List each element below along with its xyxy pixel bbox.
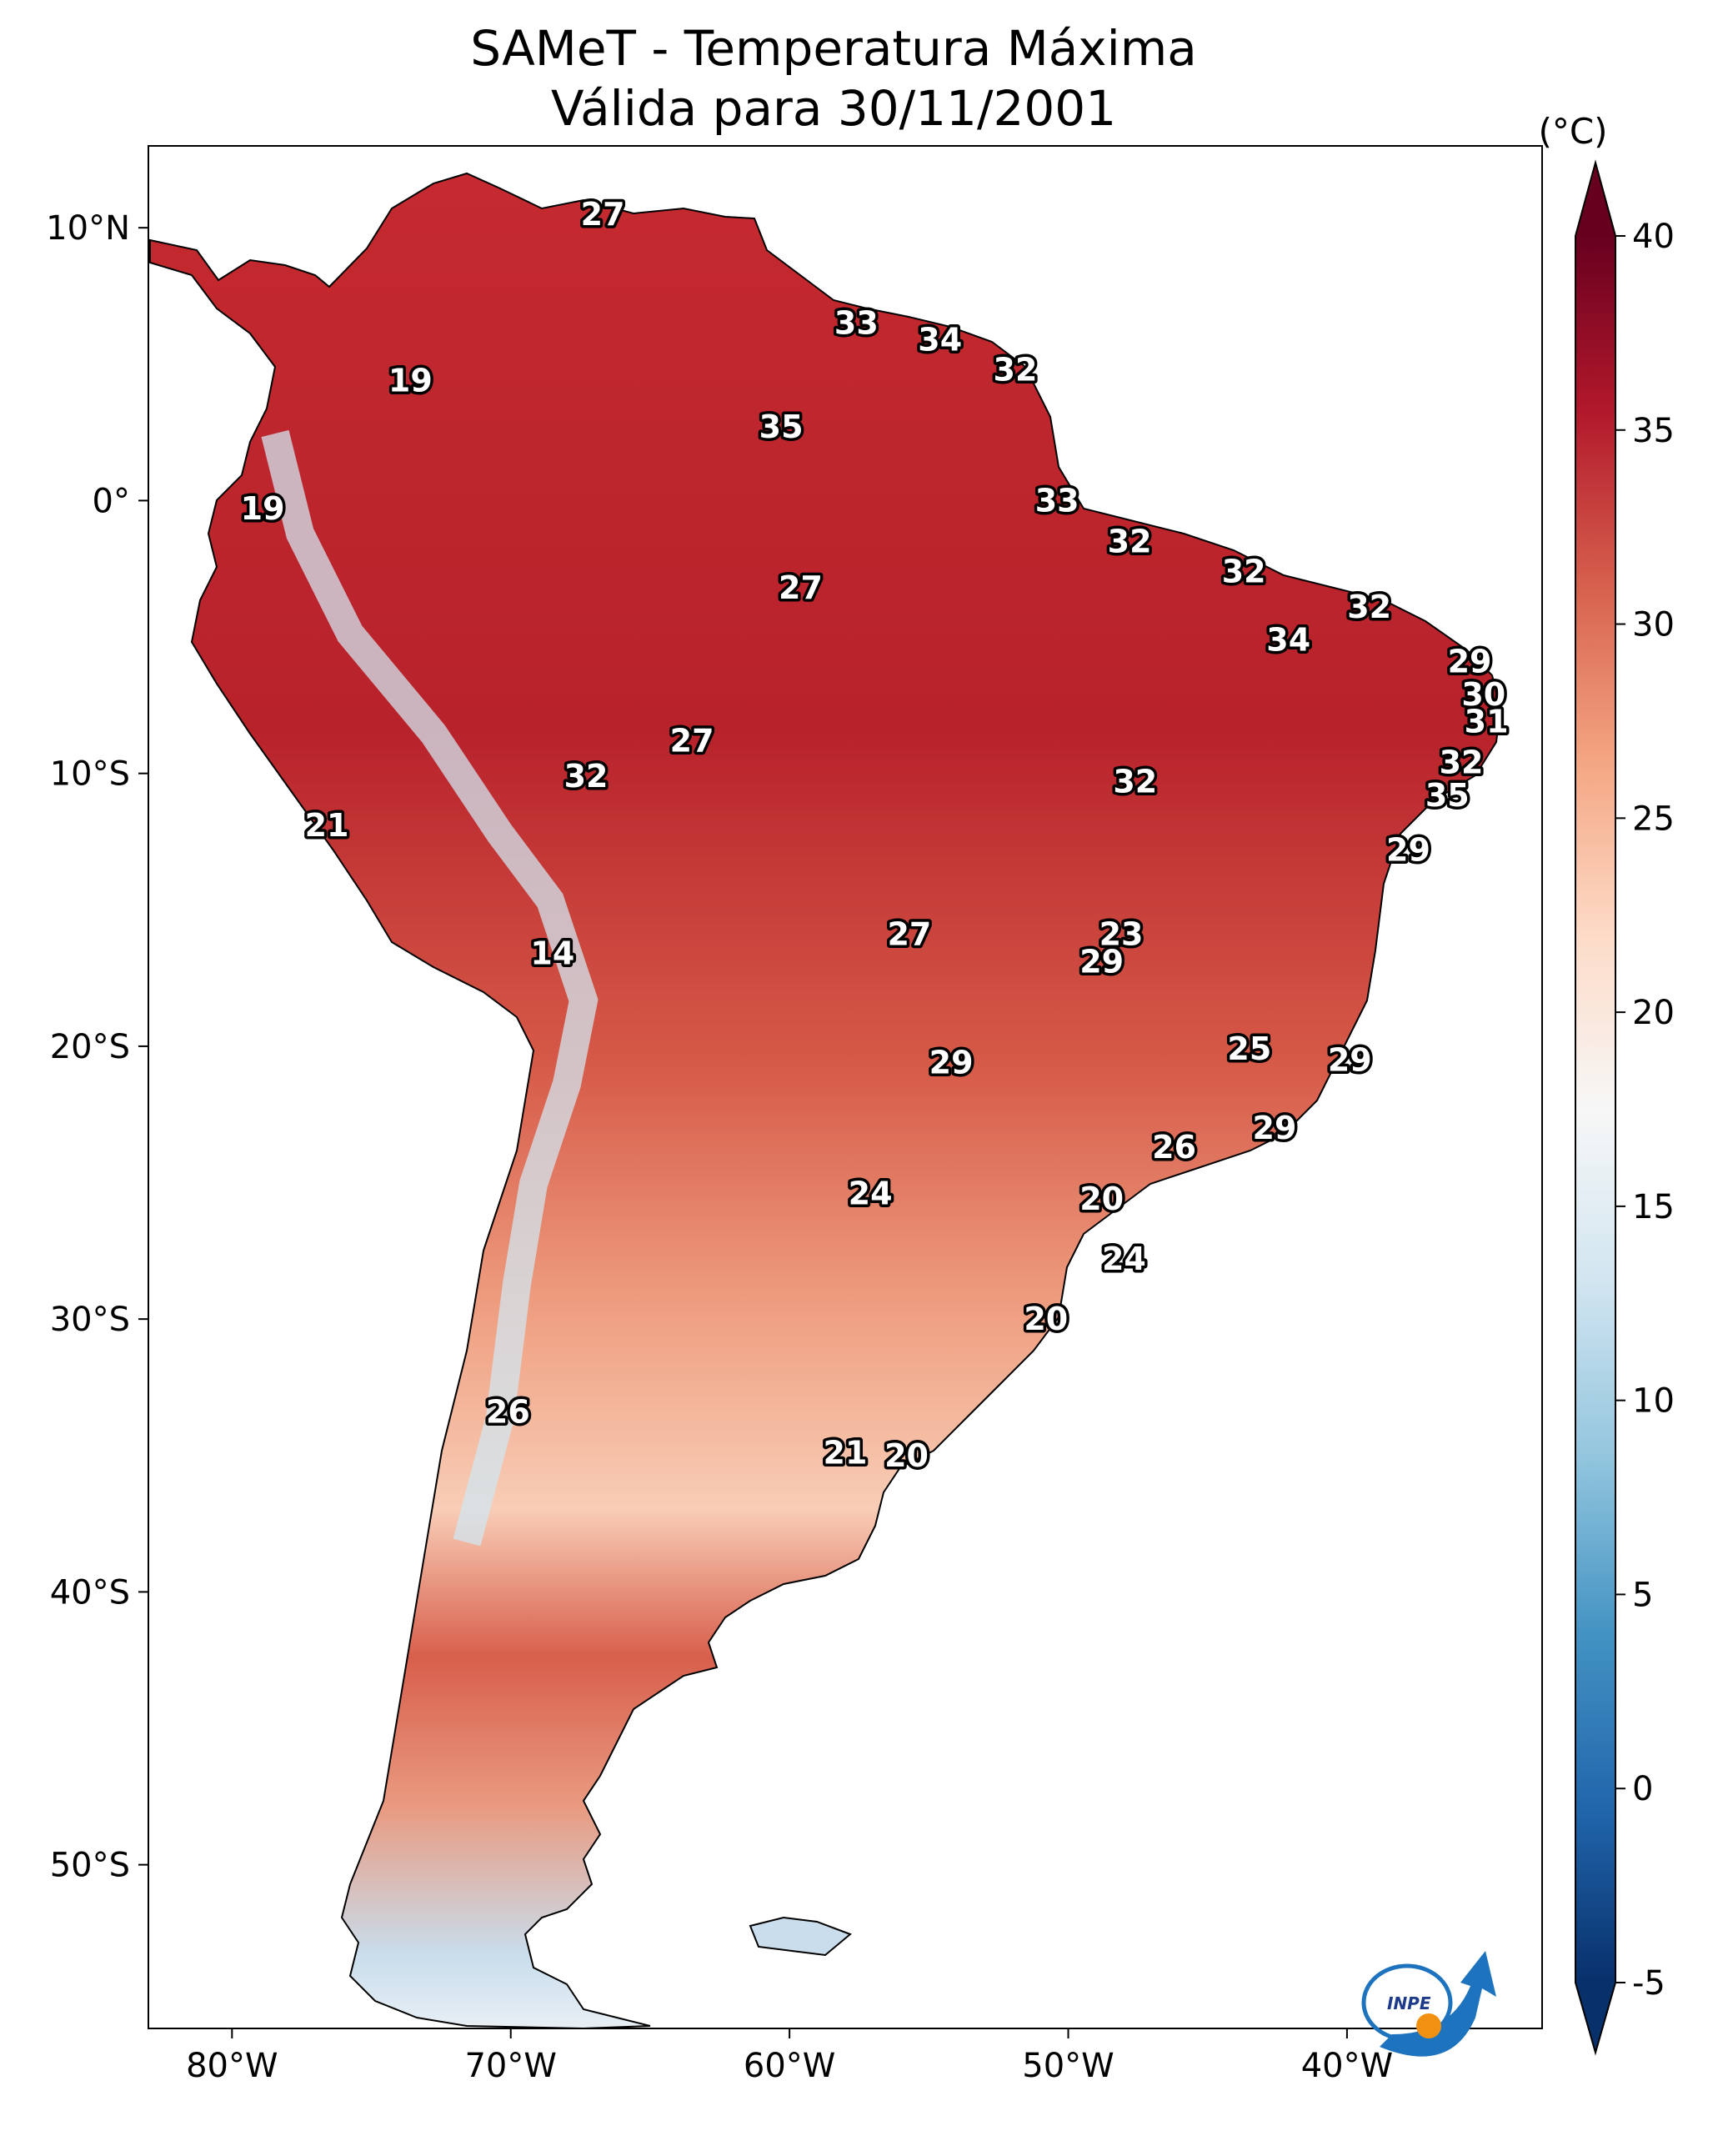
contour-label: 23 bbox=[1099, 916, 1144, 953]
title-line2: Válida para 30/11/2001 bbox=[551, 80, 1116, 137]
lon-tick-label: 50°W bbox=[1022, 2047, 1114, 2085]
inpe-logo: INPE bbox=[1361, 1951, 1496, 2057]
contour-label: 29 bbox=[1448, 643, 1492, 679]
contour-label: 26 bbox=[486, 1393, 530, 1430]
logo-text: INPE bbox=[1387, 1993, 1431, 2013]
contour-label: 29 bbox=[1079, 943, 1124, 980]
title-line1: SAMeT - Temperatura Máxima bbox=[470, 20, 1197, 77]
colorbar-tick-label: 25 bbox=[1632, 800, 1675, 838]
contour-label: 27 bbox=[779, 569, 823, 606]
colorbar-tick-label: 40 bbox=[1632, 218, 1675, 256]
contour-label: 21 bbox=[305, 807, 349, 844]
lon-tick-label: 70°W bbox=[464, 2047, 556, 2085]
contour-label: 35 bbox=[759, 409, 804, 445]
colorbar-ticks: 40 35 30 25 20 15 10 5 0 -5 bbox=[1615, 218, 1675, 2003]
contour-label: 32 bbox=[1113, 763, 1157, 800]
contour-label: 32 bbox=[1440, 745, 1484, 781]
latitude-ticks: 10°N 0° 10°S 20°S 30°S 40°S 50°S bbox=[46, 209, 148, 1885]
colorbar-tick-label: 10 bbox=[1632, 1382, 1675, 1421]
continent-south-america bbox=[149, 172, 1502, 2028]
contour-label: 34 bbox=[918, 321, 962, 358]
colorbar-max-extend bbox=[1575, 163, 1615, 236]
lat-tick-label: 40°S bbox=[50, 1573, 130, 1612]
lon-tick-label: 80°W bbox=[186, 2047, 278, 2085]
longitude-ticks: 80°W 70°W 60°W 50°W 40°W bbox=[186, 2028, 1393, 2085]
contour-label: 33 bbox=[834, 305, 879, 342]
contour-label: 24 bbox=[1102, 1241, 1146, 1277]
colorbar-tick-label: 5 bbox=[1632, 1576, 1653, 1614]
lat-tick-label: 30°S bbox=[50, 1301, 130, 1339]
contour-label: 32 bbox=[1108, 524, 1152, 560]
colorbar-min-extend bbox=[1575, 1983, 1615, 2053]
contour-label: 29 bbox=[929, 1045, 974, 1081]
lat-tick-label: 20°S bbox=[50, 1028, 130, 1066]
contour-label: 19 bbox=[241, 490, 285, 527]
contour-label: 20 bbox=[884, 1437, 929, 1474]
colorbar-tick-label: 0 bbox=[1632, 1770, 1653, 1808]
colorbar-tick-label: -5 bbox=[1632, 1964, 1665, 2003]
contour-label: 19 bbox=[388, 362, 433, 399]
contour-label: 27 bbox=[887, 916, 931, 953]
colorbar: (°C) 40 35 30 25 20 15 10 5 0 -5 bbox=[1538, 111, 1675, 2056]
contour-label: 29 bbox=[1253, 1110, 1297, 1146]
contour-label: 24 bbox=[849, 1176, 893, 1212]
colorbar-tick-label: 20 bbox=[1632, 994, 1675, 1032]
contour-label: 32 bbox=[994, 351, 1038, 388]
colorbar-body bbox=[1575, 236, 1615, 1983]
map-frame bbox=[148, 145, 1543, 2029]
contour-label: 35 bbox=[1425, 777, 1470, 814]
lat-tick-label: 50°S bbox=[50, 1847, 130, 1885]
contour-label: 29 bbox=[1328, 1041, 1372, 1078]
contour-label: 14 bbox=[530, 935, 574, 972]
contour-label: 32 bbox=[1347, 589, 1391, 625]
contour-label: 30 bbox=[1461, 676, 1505, 713]
lat-tick-label: 10°S bbox=[50, 755, 130, 794]
contour-label: 27 bbox=[670, 722, 714, 759]
falkland-islands bbox=[749, 1916, 852, 1957]
contour-label: 29 bbox=[1386, 831, 1430, 868]
contour-label: 34 bbox=[1266, 621, 1310, 658]
contour-label: 32 bbox=[564, 758, 609, 795]
logo-sun bbox=[1416, 2013, 1441, 2038]
contour-label: 31 bbox=[1465, 703, 1509, 740]
colorbar-unit: (°C) bbox=[1538, 111, 1607, 152]
contour-label: 32 bbox=[1222, 554, 1266, 590]
lon-tick-label: 40°W bbox=[1301, 2047, 1393, 2085]
lon-tick-label: 60°W bbox=[744, 2047, 835, 2085]
andes-cool-band bbox=[261, 429, 599, 1547]
contour-label: 25 bbox=[1227, 1030, 1271, 1067]
contour-label: 26 bbox=[1152, 1129, 1196, 1166]
contour-label: 27 bbox=[581, 196, 625, 233]
contour-label: 21 bbox=[824, 1435, 868, 1472]
contour-label: 20 bbox=[1024, 1301, 1068, 1337]
contour-label: 20 bbox=[1079, 1181, 1124, 1217]
colorbar-tick-label: 35 bbox=[1632, 412, 1675, 450]
map-panel bbox=[148, 146, 1542, 2028]
colorbar-tick-label: 30 bbox=[1632, 606, 1675, 644]
lat-tick-label: 0° bbox=[93, 482, 130, 520]
colorbar-tick-label: 15 bbox=[1632, 1188, 1675, 1226]
lat-tick-label: 10°N bbox=[46, 209, 130, 248]
logo-arrow bbox=[1380, 1951, 1496, 2057]
contour-label: 33 bbox=[1035, 482, 1079, 519]
